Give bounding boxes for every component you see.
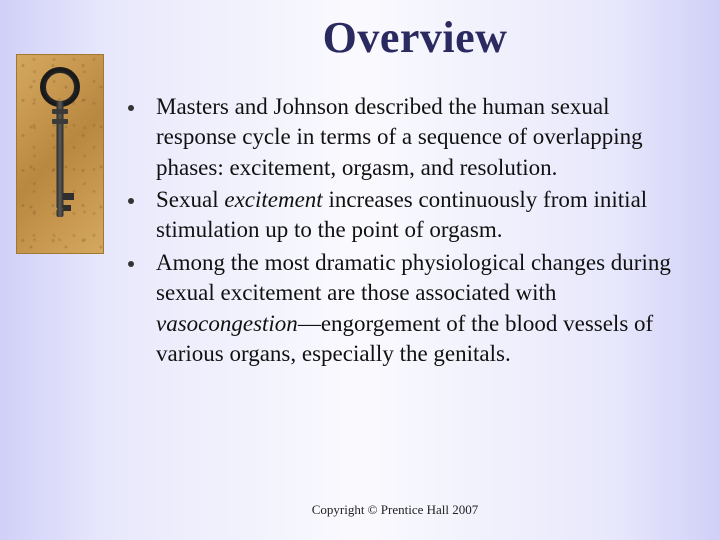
bullet-list: Masters and Johnson described the human … [128,92,682,371]
bullet-icon [128,198,134,204]
copyright-footer: Copyright © Prentice Hall 2007 [0,502,720,518]
slide-title: Overview [0,0,720,63]
bullet-icon [128,261,134,267]
bullet-text: Sexual excitement increases continuously… [156,185,682,246]
list-item: Masters and Johnson described the human … [128,92,682,183]
bullet-icon [128,105,134,111]
list-item: Sexual excitement increases continuously… [128,185,682,246]
decorative-key-image [16,54,104,254]
bullet-text: Masters and Johnson described the human … [156,92,682,183]
key-icon [40,67,80,235]
list-item: Among the most dramatic physiological ch… [128,248,682,369]
bullet-text: Among the most dramatic physiological ch… [156,248,682,369]
